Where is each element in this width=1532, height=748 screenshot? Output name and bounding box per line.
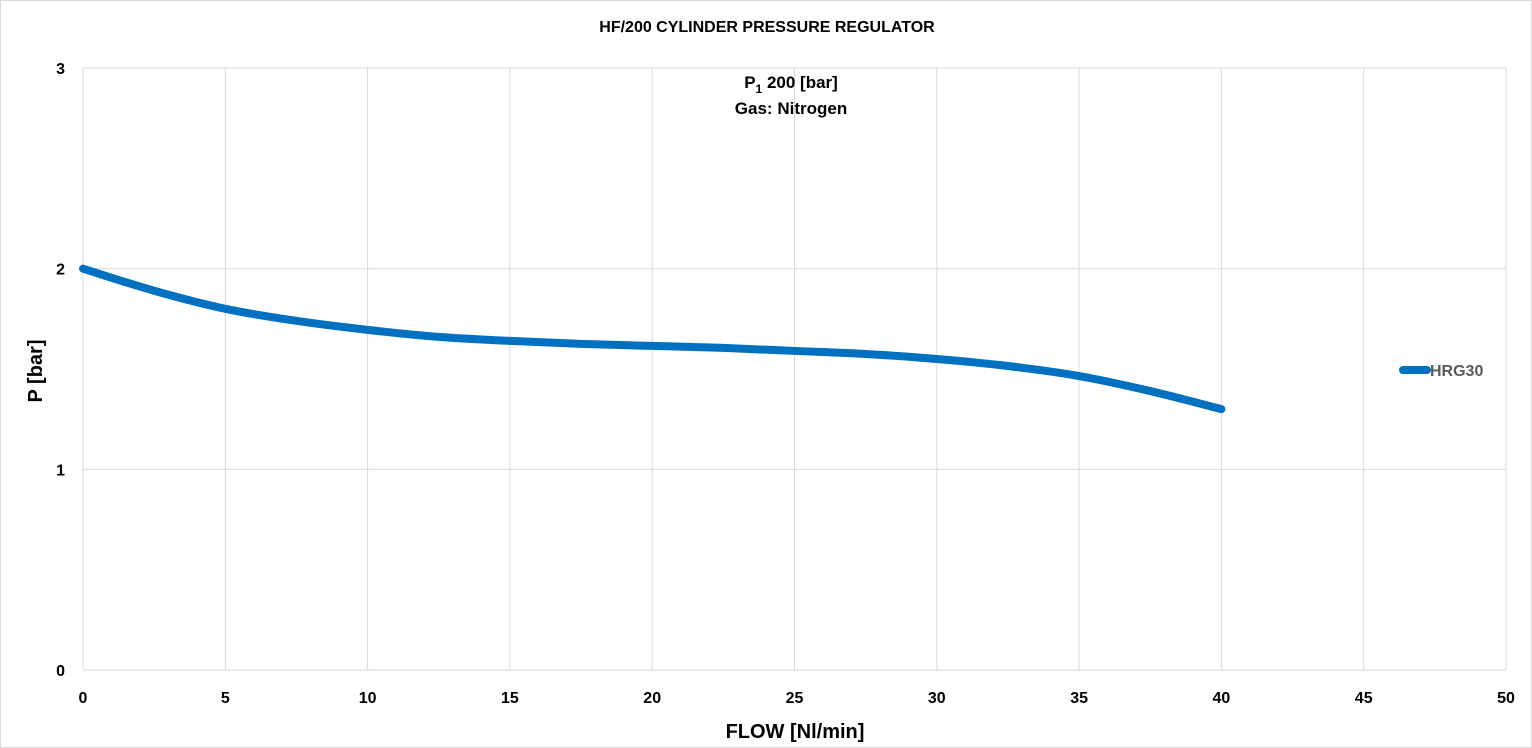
x-tick-label: 10	[359, 690, 377, 707]
x-tick-label: 25	[786, 690, 804, 707]
y-tick-label: 3	[56, 61, 65, 78]
x-tick-label: 50	[1497, 690, 1515, 707]
x-tick-label: 45	[1355, 690, 1373, 707]
pressure-symbol: P	[744, 73, 755, 92]
x-tick-label: 40	[1213, 690, 1231, 707]
x-axis-title: FLOW [Nl/min]	[726, 721, 865, 743]
pressure-subscript: 1	[756, 82, 763, 96]
series-layer	[79, 264, 1226, 414]
y-axis-title: P [bar]	[25, 340, 47, 403]
chart-title: HF/200 CYLINDER PRESSURE REGULATOR	[599, 19, 935, 36]
x-tick-label: 0	[79, 690, 88, 707]
y-tick-label: 2	[56, 262, 65, 279]
x-tick-label: 20	[643, 690, 661, 707]
grid	[82, 67, 1507, 671]
y-tick-label: 0	[56, 663, 65, 680]
x-tick-label: 35	[1070, 690, 1088, 707]
pressure-value: 200 [bar]	[762, 73, 838, 92]
legend-label: HRG30	[1430, 363, 1483, 380]
y-tick-label: 1	[56, 462, 65, 479]
x-tick-label: 15	[501, 690, 519, 707]
gas-annotation: Gas: Nitrogen	[735, 99, 847, 118]
x-tick-label: 5	[221, 690, 230, 707]
pressure-annotation: P1 200 [bar]	[744, 73, 838, 96]
series-line-hrg30	[79, 264, 1226, 414]
x-axis-ticks: 0 5 10 15 20 25 30 35 40 45 50	[79, 690, 1515, 707]
legend: HRG30	[1399, 363, 1483, 380]
x-tick-label: 30	[928, 690, 946, 707]
y-axis-ticks: 0 1 2 3	[56, 61, 65, 680]
